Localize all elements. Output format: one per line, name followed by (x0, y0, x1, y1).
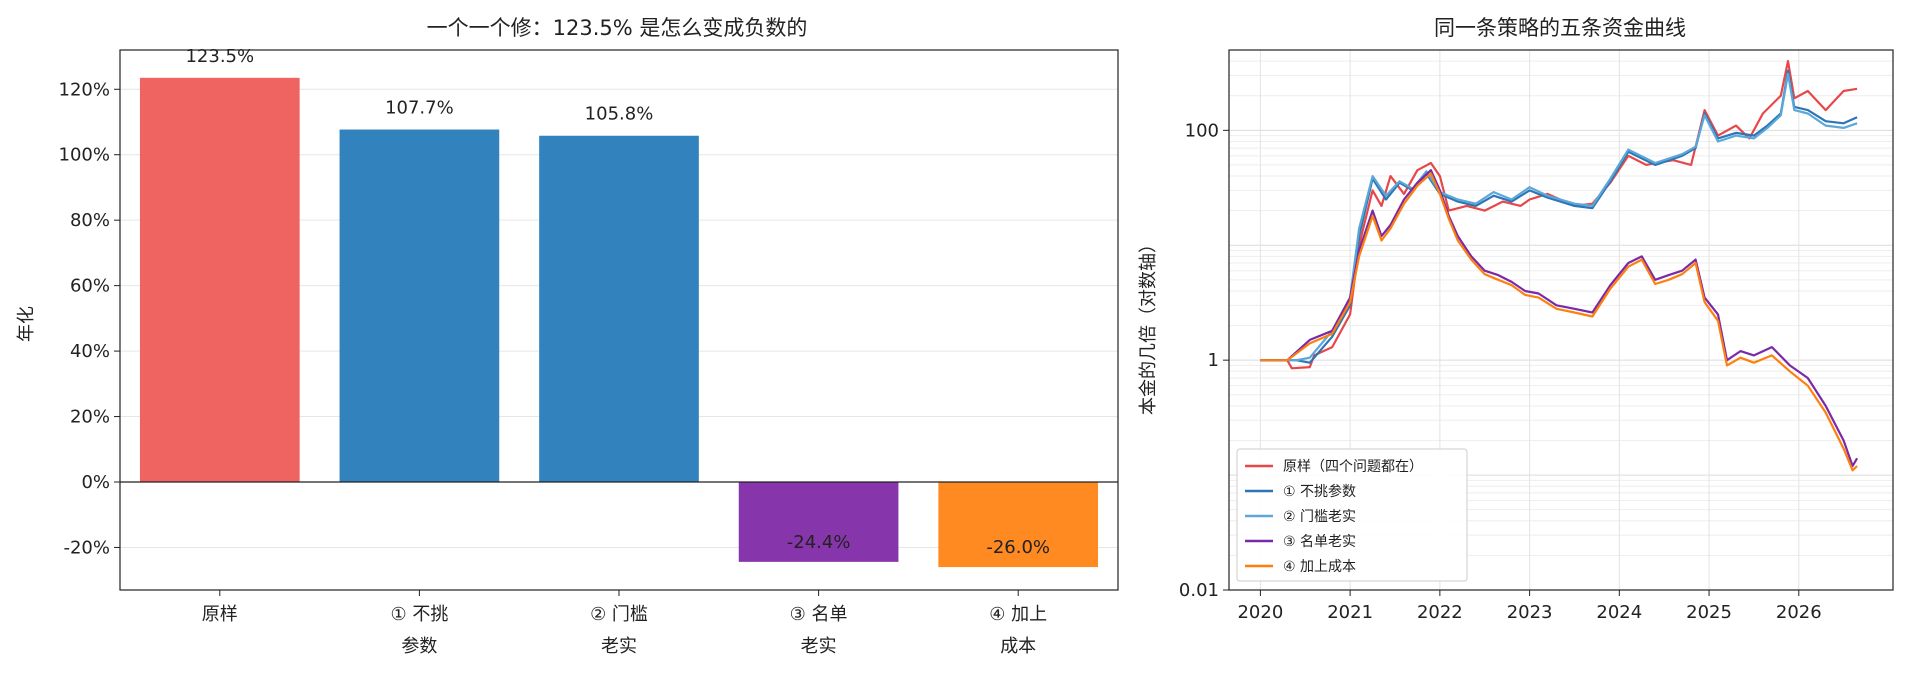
bar-y-tick-label: 0% (81, 472, 110, 493)
bar-value-label: -24.4% (787, 532, 851, 553)
line-x-tick-label: 2023 (1507, 602, 1553, 623)
bar-x-tick-label: ② 门槛 (590, 604, 648, 625)
bar-plot-frame (119, 49, 1119, 591)
bar-x-tick-label: 老实 (801, 636, 837, 657)
bar (738, 482, 899, 562)
series-line (1260, 72, 1858, 362)
line-series (1260, 59, 1859, 472)
bar-y-tick-label: 20% (70, 407, 110, 428)
bar-x-tick-label: 参数 (401, 636, 437, 657)
bar-value-label: -26.0% (986, 537, 1050, 558)
bar-y-ticks: -20% 0% 20% 40% 60% 80% 100% 120% (59, 79, 120, 558)
bar-value-label: 107.7% (385, 98, 454, 119)
line-y-tick-label: 1 (1208, 350, 1219, 371)
line-chart-title: 同一条策略的五条资金曲线 (1434, 16, 1686, 40)
line-x-ticks: 2020 2021 2022 2023 2024 2025 2026 (1237, 590, 1822, 623)
bar-y-tick-label: -20% (63, 537, 110, 558)
legend-label: ③ 名单老实 (1283, 534, 1356, 550)
line-y-axis-label: 本金的几倍（对数轴） (1138, 235, 1159, 415)
bar-x-tick-label: 老实 (601, 636, 637, 657)
legend-label: ④ 加上成本 (1283, 559, 1356, 575)
line-x-tick-label: 2021 (1327, 602, 1373, 623)
bar-x-tick-label: ③ 名单 (790, 604, 848, 625)
bar-y-tick-label: 40% (70, 341, 110, 362)
legend-label: 原样（四个问题都在） (1283, 459, 1423, 475)
line-x-tick-label: 2026 (1776, 602, 1822, 623)
line-y-ticks: 0.01 1 100 (1179, 120, 1229, 601)
series-line (1260, 169, 1859, 468)
bar-value-label: 105.8% (585, 104, 654, 125)
line-plot-frame (1228, 49, 1894, 591)
bar-y-tick-label: 100% (59, 145, 110, 166)
bar-y-axis-label: 年化 (16, 306, 37, 342)
bar-x-tick-label: ④ 加上 (989, 604, 1047, 625)
line-grid (1229, 49, 1893, 591)
legend-box (1236, 448, 1468, 582)
bar-x-tick-label: 原样 (202, 604, 238, 625)
bar-y-tick-label: 80% (70, 210, 110, 231)
bar (339, 129, 500, 482)
bar-value-label: 123.5% (185, 46, 254, 67)
bar-x-tick-label: 成本 (1000, 636, 1036, 657)
bar-marks: 123.5% 107.7% 105.8% -24.4% -26.0% (120, 46, 1118, 568)
bar-x-tick-label: ① 不挑 (390, 604, 448, 625)
series-line (1260, 172, 1858, 472)
line-legend: 原样（四个问题都在） ① 不挑参数 ② 门槛老实 ③ 名单老实 ④ 加上成本 (1236, 448, 1468, 582)
bar-y-tick-label: 120% (59, 79, 110, 100)
line-y-tick-label: 100 (1185, 120, 1219, 141)
bar (539, 135, 699, 482)
bar (938, 482, 1099, 568)
line-x-tick-label: 2024 (1596, 602, 1642, 623)
legend-label: ① 不挑参数 (1283, 483, 1356, 500)
line-x-tick-label: 2022 (1417, 602, 1463, 623)
legend-label: ② 门槛老实 (1283, 509, 1356, 525)
line-x-tick-label: 2020 (1237, 602, 1283, 623)
bar-chart-title: 一个一个修：123.5% 是怎么变成负数的 (427, 16, 808, 40)
bar-x-ticks: 原样 ① 不挑参数 ② 门槛老实 ③ 名单老实 ④ 加上成本 (202, 590, 1047, 657)
line-y-tick-label: 0.01 (1179, 580, 1219, 601)
bar-y-tick-label: 60% (70, 276, 110, 297)
bar-chart: 一个一个修：123.5% 是怎么变成负数的 123.5% 107.7% 105.8%… (16, 16, 1119, 657)
line-x-tick-label: 2025 (1686, 602, 1732, 623)
bar (139, 77, 300, 483)
